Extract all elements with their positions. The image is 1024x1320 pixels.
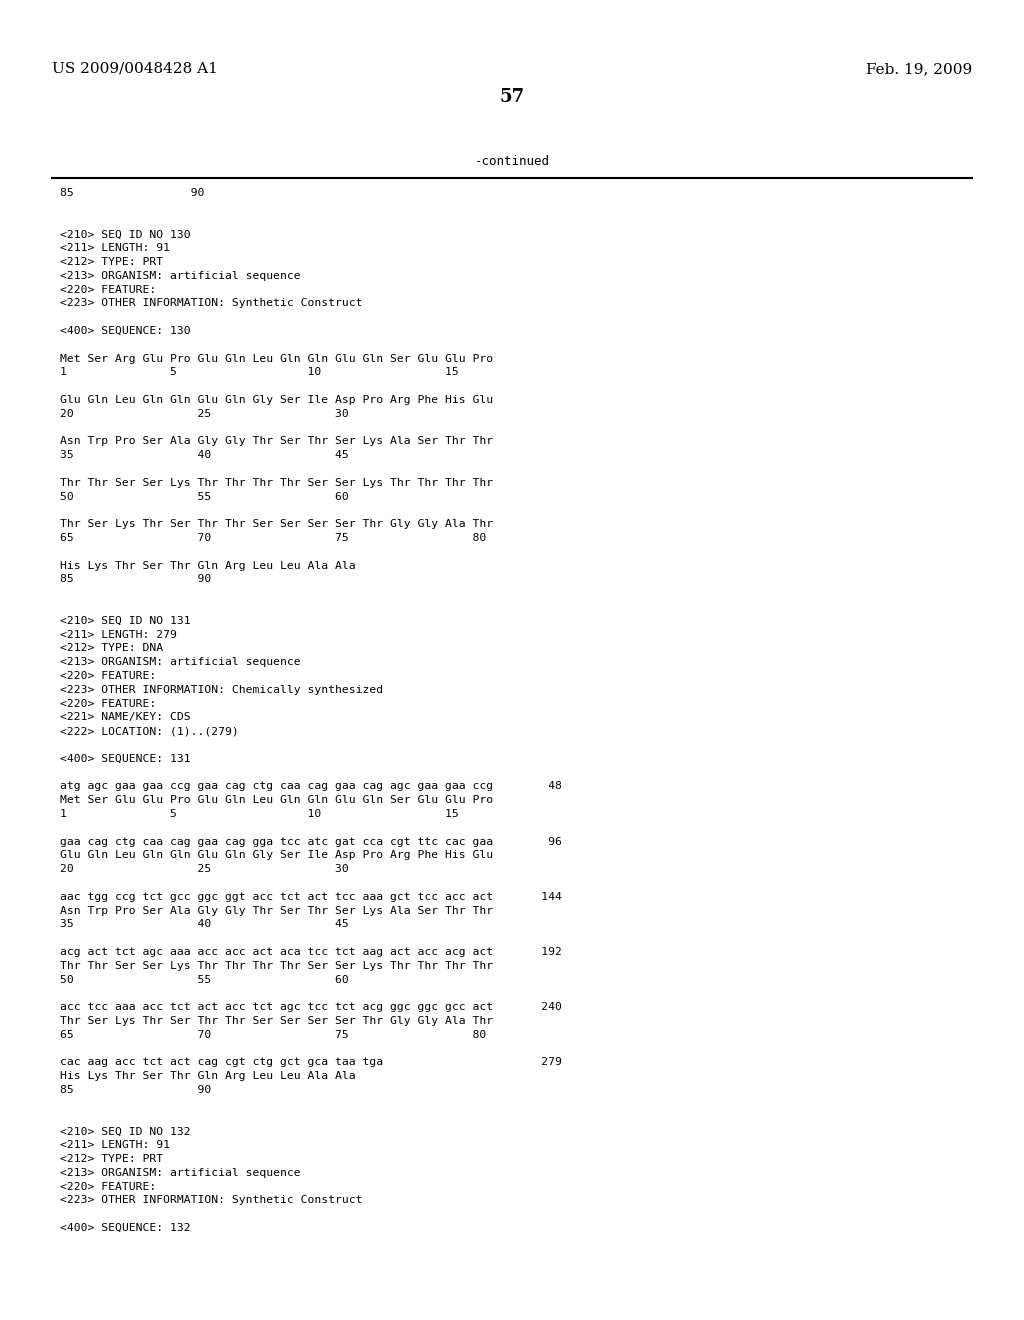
Text: atg agc gaa gaa ccg gaa cag ctg caa cag gaa cag agc gaa gaa ccg        48: atg agc gaa gaa ccg gaa cag ctg caa cag … xyxy=(60,781,562,792)
Text: 65                  70                  75                  80: 65 70 75 80 xyxy=(60,533,486,543)
Text: <400> SEQUENCE: 130: <400> SEQUENCE: 130 xyxy=(60,326,190,337)
Text: Glu Gln Leu Gln Gln Glu Gln Gly Ser Ile Asp Pro Arg Phe His Glu: Glu Gln Leu Gln Gln Glu Gln Gly Ser Ile … xyxy=(60,850,494,861)
Text: Thr Ser Lys Thr Ser Thr Thr Ser Ser Ser Ser Thr Gly Gly Ala Thr: Thr Ser Lys Thr Ser Thr Thr Ser Ser Ser … xyxy=(60,519,494,529)
Text: acg act tct agc aaa acc acc act aca tcc tct aag act acc acg act       192: acg act tct agc aaa acc acc act aca tcc … xyxy=(60,946,562,957)
Text: 20                  25                  30: 20 25 30 xyxy=(60,865,349,874)
Text: gaa cag ctg caa cag gaa cag gga tcc atc gat cca cgt ttc cac gaa        96: gaa cag ctg caa cag gaa cag gga tcc atc … xyxy=(60,837,562,846)
Text: Thr Thr Ser Ser Lys Thr Thr Thr Thr Ser Ser Lys Thr Thr Thr Thr: Thr Thr Ser Ser Lys Thr Thr Thr Thr Ser … xyxy=(60,478,494,488)
Text: <212> TYPE: DNA: <212> TYPE: DNA xyxy=(60,643,163,653)
Text: 35                  40                  45: 35 40 45 xyxy=(60,450,349,461)
Text: 57: 57 xyxy=(500,88,524,106)
Text: <212> TYPE: PRT: <212> TYPE: PRT xyxy=(60,1154,163,1164)
Text: Thr Thr Ser Ser Lys Thr Thr Thr Thr Ser Ser Lys Thr Thr Thr Thr: Thr Thr Ser Ser Lys Thr Thr Thr Thr Ser … xyxy=(60,961,494,970)
Text: <211> LENGTH: 279: <211> LENGTH: 279 xyxy=(60,630,177,640)
Text: <222> LOCATION: (1)..(279): <222> LOCATION: (1)..(279) xyxy=(60,726,239,737)
Text: <400> SEQUENCE: 131: <400> SEQUENCE: 131 xyxy=(60,754,190,764)
Text: <220> FEATURE:: <220> FEATURE: xyxy=(60,285,157,294)
Text: aac tgg ccg tct gcc ggc ggt acc tct act tcc aaa gct tcc acc act       144: aac tgg ccg tct gcc ggc ggt acc tct act … xyxy=(60,892,562,902)
Text: US 2009/0048428 A1: US 2009/0048428 A1 xyxy=(52,62,218,77)
Text: <213> ORGANISM: artificial sequence: <213> ORGANISM: artificial sequence xyxy=(60,1168,301,1177)
Text: <223> OTHER INFORMATION: Synthetic Construct: <223> OTHER INFORMATION: Synthetic Const… xyxy=(60,298,362,309)
Text: 50                  55                  60: 50 55 60 xyxy=(60,491,349,502)
Text: 20                  25                  30: 20 25 30 xyxy=(60,409,349,418)
Text: Glu Gln Leu Gln Gln Glu Gln Gly Ser Ile Asp Pro Arg Phe His Glu: Glu Gln Leu Gln Gln Glu Gln Gly Ser Ile … xyxy=(60,395,494,405)
Text: His Lys Thr Ser Thr Gln Arg Leu Leu Ala Ala: His Lys Thr Ser Thr Gln Arg Leu Leu Ala … xyxy=(60,561,355,570)
Text: <211> LENGTH: 91: <211> LENGTH: 91 xyxy=(60,243,170,253)
Text: 85                  90: 85 90 xyxy=(60,1085,211,1096)
Text: 50                  55                  60: 50 55 60 xyxy=(60,974,349,985)
Text: <223> OTHER INFORMATION: Synthetic Construct: <223> OTHER INFORMATION: Synthetic Const… xyxy=(60,1196,362,1205)
Text: Met Ser Glu Glu Pro Glu Gln Leu Gln Gln Glu Gln Ser Glu Glu Pro: Met Ser Glu Glu Pro Glu Gln Leu Gln Gln … xyxy=(60,795,494,805)
Text: Asn Trp Pro Ser Ala Gly Gly Thr Ser Thr Ser Lys Ala Ser Thr Thr: Asn Trp Pro Ser Ala Gly Gly Thr Ser Thr … xyxy=(60,906,494,916)
Text: 85                 90: 85 90 xyxy=(60,187,205,198)
Text: <212> TYPE: PRT: <212> TYPE: PRT xyxy=(60,257,163,267)
Text: <210> SEQ ID NO 132: <210> SEQ ID NO 132 xyxy=(60,1126,190,1137)
Text: <220> FEATURE:: <220> FEATURE: xyxy=(60,698,157,709)
Text: <210> SEQ ID NO 131: <210> SEQ ID NO 131 xyxy=(60,616,190,626)
Text: 1               5                   10                  15: 1 5 10 15 xyxy=(60,809,459,818)
Text: <223> OTHER INFORMATION: Chemically synthesized: <223> OTHER INFORMATION: Chemically synt… xyxy=(60,685,383,694)
Text: cac aag acc tct act cag cgt ctg gct gca taa tga                       279: cac aag acc tct act cag cgt ctg gct gca … xyxy=(60,1057,562,1068)
Text: Thr Ser Lys Thr Ser Thr Thr Ser Ser Ser Ser Thr Gly Gly Ala Thr: Thr Ser Lys Thr Ser Thr Thr Ser Ser Ser … xyxy=(60,1016,494,1026)
Text: Met Ser Arg Glu Pro Glu Gln Leu Gln Gln Glu Gln Ser Glu Glu Pro: Met Ser Arg Glu Pro Glu Gln Leu Gln Gln … xyxy=(60,354,494,363)
Text: <400> SEQUENCE: 132: <400> SEQUENCE: 132 xyxy=(60,1224,190,1233)
Text: <220> FEATURE:: <220> FEATURE: xyxy=(60,671,157,681)
Text: 35                  40                  45: 35 40 45 xyxy=(60,920,349,929)
Text: <213> ORGANISM: artificial sequence: <213> ORGANISM: artificial sequence xyxy=(60,657,301,667)
Text: <210> SEQ ID NO 130: <210> SEQ ID NO 130 xyxy=(60,230,190,239)
Text: <221> NAME/KEY: CDS: <221> NAME/KEY: CDS xyxy=(60,713,190,722)
Text: -continued: -continued xyxy=(474,154,550,168)
Text: His Lys Thr Ser Thr Gln Arg Leu Leu Ala Ala: His Lys Thr Ser Thr Gln Arg Leu Leu Ala … xyxy=(60,1072,355,1081)
Text: 1               5                   10                  15: 1 5 10 15 xyxy=(60,367,459,378)
Text: Feb. 19, 2009: Feb. 19, 2009 xyxy=(865,62,972,77)
Text: acc tcc aaa acc tct act acc tct agc tcc tct acg ggc ggc gcc act       240: acc tcc aaa acc tct act acc tct agc tcc … xyxy=(60,1002,562,1012)
Text: <211> LENGTH: 91: <211> LENGTH: 91 xyxy=(60,1140,170,1150)
Text: <220> FEATURE:: <220> FEATURE: xyxy=(60,1181,157,1192)
Text: Asn Trp Pro Ser Ala Gly Gly Thr Ser Thr Ser Lys Ala Ser Thr Thr: Asn Trp Pro Ser Ala Gly Gly Thr Ser Thr … xyxy=(60,437,494,446)
Text: <213> ORGANISM: artificial sequence: <213> ORGANISM: artificial sequence xyxy=(60,271,301,281)
Text: 85                  90: 85 90 xyxy=(60,574,211,585)
Text: 65                  70                  75                  80: 65 70 75 80 xyxy=(60,1030,486,1040)
